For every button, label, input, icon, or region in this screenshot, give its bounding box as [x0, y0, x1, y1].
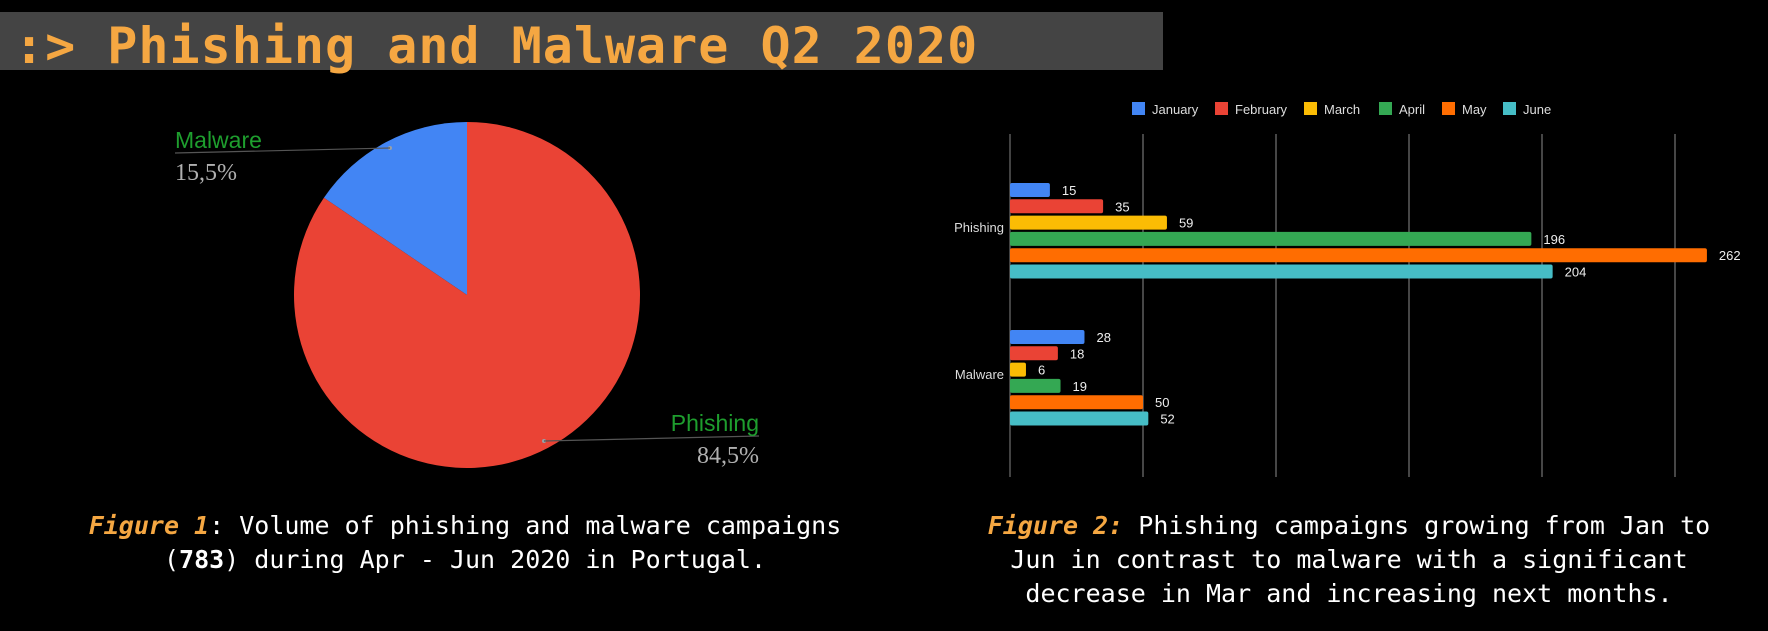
legend-swatch-april	[1379, 102, 1392, 115]
figure1-caption: Figure 1: Volume of phishing and malware…	[40, 509, 890, 577]
figure2-text-line1: Phishing campaigns growing from Jan to	[1123, 511, 1711, 540]
data-label-malware-june: 52	[1160, 412, 1174, 427]
data-label-phishing-june: 204	[1565, 265, 1587, 280]
bar-phishing-january	[1010, 183, 1050, 197]
data-label-malware-march: 6	[1038, 363, 1045, 378]
category-label-phishing: Phishing	[954, 220, 1004, 235]
page-title: :> Phishing and Malware Q2 2020	[14, 17, 979, 75]
bar-chart: January February March April May June Phishing…	[954, 102, 1741, 477]
malware-label: Malware	[175, 127, 262, 153]
figure1-text-line2: ) during Apr - Jun 2020 in Portugal.	[224, 545, 767, 574]
figure2-caption: Figure 2: Phishing campaigns growing fro…	[930, 509, 1768, 611]
pie-chart: Malware 15,5% Phishing 84,5%	[174, 122, 760, 469]
phishing-value: 84,5%	[697, 443, 759, 469]
data-label-malware-february: 18	[1070, 346, 1084, 361]
data-label-malware-may: 50	[1155, 395, 1169, 410]
legend-label-february: February	[1235, 102, 1288, 117]
legend-swatch-march	[1304, 102, 1317, 115]
data-label-phishing-may: 262	[1719, 248, 1741, 263]
legend-label-april: April	[1399, 102, 1425, 117]
figure2-label: Figure 2:	[987, 511, 1124, 540]
figure1-paren-open: (	[163, 545, 180, 574]
legend-swatch-january	[1132, 102, 1145, 115]
bar-phishing-april	[1010, 231, 1532, 246]
legend-label-march: March	[1324, 102, 1360, 117]
data-label-phishing-april: 196	[1543, 232, 1565, 247]
bar-phishing-june	[1010, 264, 1553, 279]
figure2-text-line2: Jun in contrast to malware with a signif…	[1010, 545, 1688, 574]
legend-swatch-june	[1503, 102, 1516, 115]
category-label-malware: Malware	[955, 367, 1004, 382]
bar-malware-january	[1010, 330, 1085, 344]
data-label-phishing-january: 15	[1062, 183, 1076, 198]
pie-slice-malware	[323, 122, 467, 295]
figure1-text-line1: : Volume of phishing and malware campaig…	[209, 511, 842, 540]
legend-swatch-may	[1442, 102, 1455, 115]
malware-leader-line	[174, 147, 391, 154]
data-label-malware-april: 19	[1073, 379, 1087, 394]
bar-phishing-march	[1010, 215, 1167, 230]
bar-phishing-february	[1010, 199, 1104, 214]
legend-swatch-february	[1215, 102, 1228, 115]
legend-label-june: June	[1523, 102, 1551, 117]
data-label-phishing-february: 35	[1115, 199, 1129, 214]
bar-malware-february	[1010, 346, 1058, 361]
data-label-malware-january: 28	[1096, 330, 1110, 345]
legend-label-january: January	[1152, 102, 1199, 117]
pie-slice-phishing	[294, 122, 640, 468]
bar-malware-may	[1010, 395, 1143, 410]
phishing-leader-line	[543, 435, 760, 442]
bar-malware-march	[1010, 362, 1026, 377]
figure1-label: Figure 1	[88, 511, 210, 540]
malware-value: 15,5%	[175, 160, 237, 186]
data-label-phishing-march: 59	[1179, 216, 1193, 231]
figure1-total: 783	[179, 545, 225, 574]
legend-label-may: May	[1462, 102, 1487, 117]
bar-phishing-may	[1010, 248, 1707, 263]
bar-malware-april	[1010, 378, 1061, 393]
figure2-text-line3: decrease in Mar and increasing next mont…	[1025, 579, 1673, 608]
title-bar: :> Phishing and Malware Q2 2020	[0, 12, 1163, 75]
bar-malware-june	[1010, 411, 1149, 426]
phishing-label: Phishing	[671, 410, 759, 436]
